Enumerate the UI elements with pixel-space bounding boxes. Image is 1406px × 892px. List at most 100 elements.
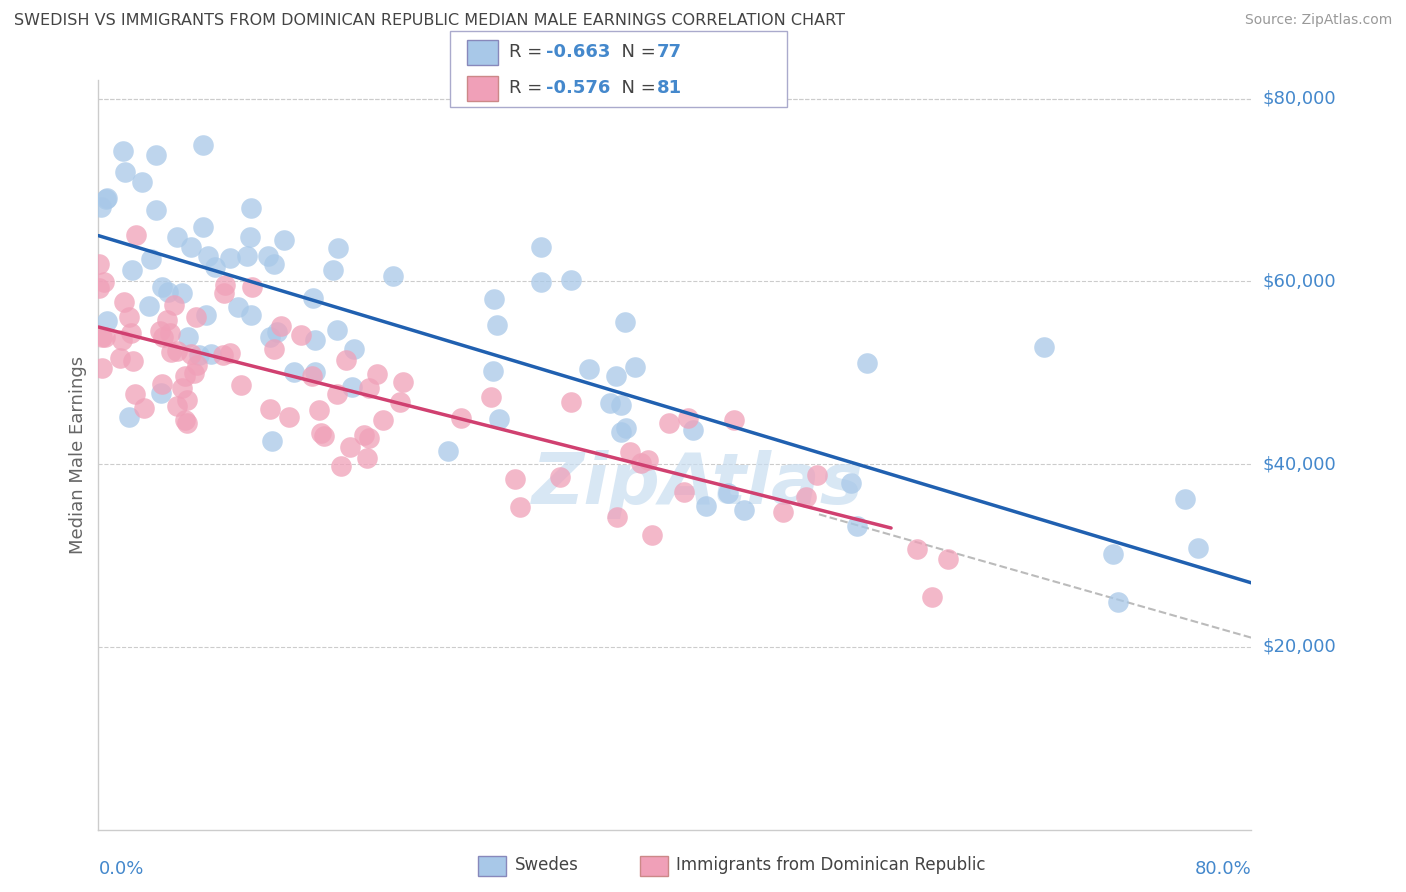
Point	[166, 399, 188, 413]
Point	[630, 456, 652, 470]
Point	[260, 434, 283, 448]
Point	[733, 503, 755, 517]
Point	[186, 359, 208, 373]
Point	[637, 453, 659, 467]
Point	[283, 366, 305, 380]
Point	[356, 450, 378, 465]
Point	[314, 429, 336, 443]
Point	[152, 329, 174, 343]
Point	[236, 249, 259, 263]
Point	[486, 318, 509, 332]
Point	[329, 458, 352, 473]
Point	[373, 413, 395, 427]
Point	[839, 475, 862, 490]
Point	[193, 137, 215, 152]
Text: Swedes: Swedes	[515, 856, 578, 874]
Point	[259, 330, 281, 344]
Text: 80.0%: 80.0%	[1195, 860, 1251, 878]
Point	[856, 356, 879, 370]
Point	[118, 410, 141, 425]
Point	[309, 425, 332, 440]
Point	[366, 367, 388, 381]
Point	[110, 351, 132, 365]
Point	[257, 249, 280, 263]
Point	[176, 392, 198, 407]
Point	[150, 376, 173, 391]
Point	[93, 275, 115, 289]
Point	[170, 286, 193, 301]
Point	[229, 377, 252, 392]
Point	[149, 386, 172, 401]
Point	[149, 324, 172, 338]
Point	[193, 219, 215, 234]
Point	[359, 431, 381, 445]
Point	[905, 541, 928, 556]
Point	[111, 145, 134, 159]
Point	[548, 470, 571, 484]
Point	[91, 361, 114, 376]
Point	[578, 362, 600, 376]
Point	[156, 313, 179, 327]
Point	[301, 369, 323, 384]
Point	[343, 342, 366, 356]
Point	[673, 484, 696, 499]
Point	[610, 398, 633, 412]
Point	[322, 263, 344, 277]
Point	[509, 500, 531, 514]
Point	[1173, 492, 1195, 507]
Point	[308, 403, 330, 417]
Point	[194, 308, 217, 322]
Point	[138, 299, 160, 313]
Point	[212, 285, 235, 300]
Point	[772, 505, 794, 519]
Text: 77: 77	[657, 44, 682, 62]
Text: $60,000: $60,000	[1263, 272, 1336, 290]
Point	[304, 365, 326, 379]
Point	[150, 280, 173, 294]
Point	[160, 345, 183, 359]
Text: Immigrants from Dominican Republic: Immigrants from Dominican Republic	[676, 856, 986, 874]
Point	[599, 396, 621, 410]
Point	[219, 251, 242, 265]
Point	[614, 315, 637, 329]
Text: SWEDISH VS IMMIGRANTS FROM DOMINICAN REPUBLIC MEDIAN MALE EARNINGS CORRELATION C: SWEDISH VS IMMIGRANTS FROM DOMINICAN REP…	[14, 13, 845, 29]
Point	[159, 326, 181, 340]
Point	[156, 285, 179, 299]
Point	[624, 359, 647, 374]
Point	[131, 175, 153, 189]
Point	[94, 330, 117, 344]
Point	[139, 252, 162, 266]
Point	[695, 499, 717, 513]
Point	[806, 467, 828, 482]
Point	[723, 413, 745, 427]
Point	[166, 229, 188, 244]
Point	[163, 298, 186, 312]
Point	[89, 281, 111, 295]
Point	[114, 165, 136, 179]
Text: R =: R =	[509, 79, 548, 97]
Point	[479, 390, 502, 404]
Point	[96, 191, 118, 205]
Point	[183, 366, 205, 380]
Text: ZipAtlas: ZipAtlas	[531, 450, 863, 519]
Point	[560, 273, 582, 287]
Point	[121, 262, 143, 277]
Point	[610, 425, 633, 440]
Point	[90, 201, 112, 215]
Point	[170, 381, 193, 395]
Point	[340, 380, 363, 394]
Point	[90, 330, 112, 344]
Point	[259, 401, 281, 416]
Point	[89, 257, 111, 271]
Point	[166, 343, 188, 358]
Point	[1032, 340, 1054, 354]
Point	[936, 551, 959, 566]
Point	[125, 227, 148, 242]
Point	[117, 310, 139, 325]
Point	[606, 509, 628, 524]
Point	[197, 249, 219, 263]
Point	[204, 260, 226, 274]
Point	[339, 440, 361, 454]
Point	[219, 346, 242, 360]
Y-axis label: Median Male Earnings: Median Male Earnings	[69, 356, 87, 554]
